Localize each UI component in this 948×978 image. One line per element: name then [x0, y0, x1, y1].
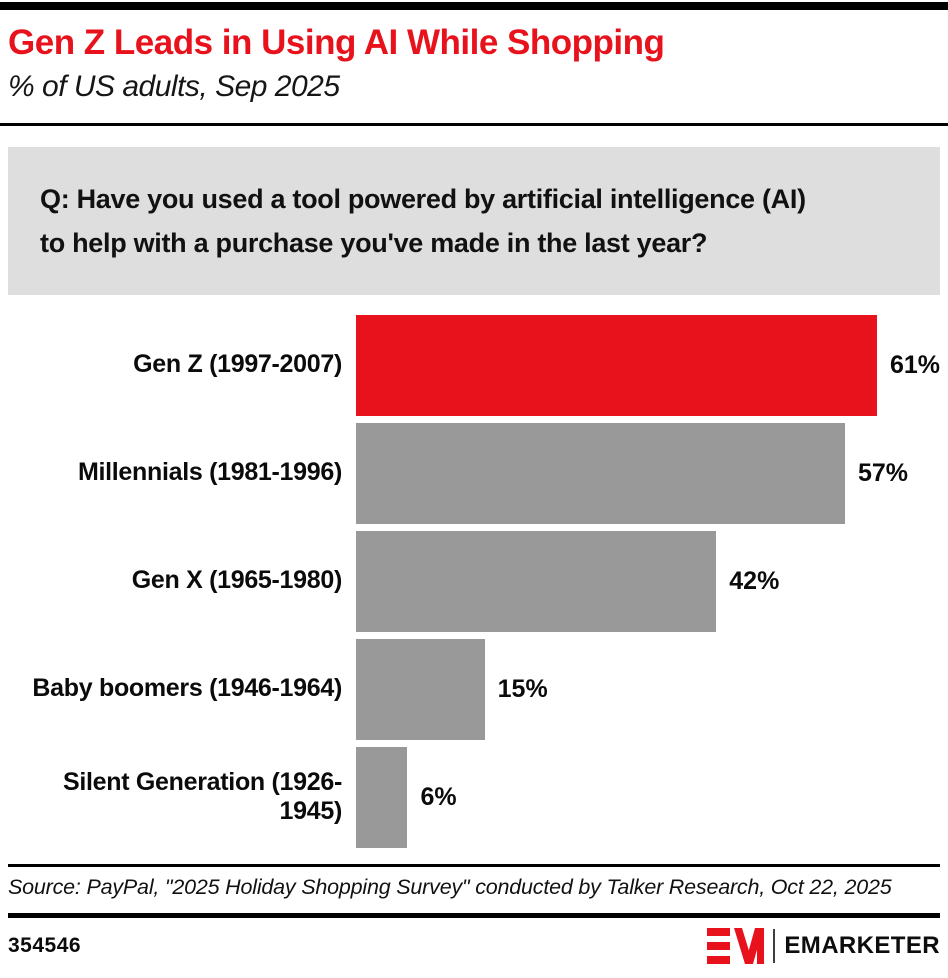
bar — [356, 638, 485, 740]
brand-wordmark: EMARKETER — [784, 931, 940, 959]
footer: 354546 EMARKETER — [8, 912, 940, 975]
source-block: Source: PayPal, "2025 Holiday Shopping S… — [8, 863, 940, 910]
category-label: Silent Generation (1926-1945) — [63, 767, 342, 826]
chart-row: Baby boomers (1946-1964) 15% — [8, 638, 940, 740]
page-subtitle: % of US adults, Sep 2025 — [8, 70, 340, 104]
category-label: Baby boomers (1946-1964) — [32, 674, 342, 703]
category-label: Millennials (1981-1996) — [77, 458, 342, 487]
chart-row: Gen X (1965-1980) 42% — [8, 530, 940, 632]
bar-value-label: 42% — [729, 566, 780, 595]
category-label: Gen X (1965-1980) — [131, 566, 343, 595]
survey-question-line-2: to help with a purchase you've made in t… — [40, 227, 708, 258]
bar-track: 15% — [356, 638, 940, 740]
bar — [356, 422, 845, 524]
bar-track: 42% — [356, 530, 940, 632]
logo-divider — [773, 928, 776, 963]
bar — [356, 314, 877, 416]
bar-value-label: 57% — [857, 458, 908, 487]
survey-question-box: Q: Have you used a tool powered by artif… — [8, 147, 940, 295]
emarketer-logo: EMARKETER — [707, 927, 940, 965]
page-title: Gen Z Leads in Using AI While Shopping — [8, 23, 665, 62]
chart-row: Gen Z (1997-2007) 61% — [8, 314, 940, 416]
chart-row: Millennials (1981-1996) 57% — [8, 422, 940, 524]
bar-track: 61% — [356, 314, 940, 416]
chart-row: Silent Generation (1926-1945) 6% — [8, 746, 940, 848]
bar — [356, 746, 408, 848]
bar-value-label: 15% — [497, 674, 548, 703]
bar-track: 57% — [356, 422, 940, 524]
em-logo-icon — [707, 927, 765, 964]
top-border-bar — [0, 2, 948, 10]
chart-header: Gen Z Leads in Using AI While Shopping %… — [0, 10, 948, 127]
bar-value-label: 6% — [420, 782, 457, 811]
bar-chart: Gen Z (1997-2007) 61% Millennials (1981-19… — [8, 314, 940, 848]
bar-value-label: 61% — [889, 350, 940, 379]
bar — [356, 530, 717, 632]
survey-question-line-1: Q: Have you used a tool powered by artif… — [40, 184, 806, 215]
bar-track: 6% — [356, 746, 940, 848]
source-text: Source: PayPal, "2025 Holiday Shopping S… — [8, 874, 892, 899]
chart-id: 354546 — [8, 933, 82, 957]
category-label: Gen Z (1997-2007) — [133, 350, 342, 379]
